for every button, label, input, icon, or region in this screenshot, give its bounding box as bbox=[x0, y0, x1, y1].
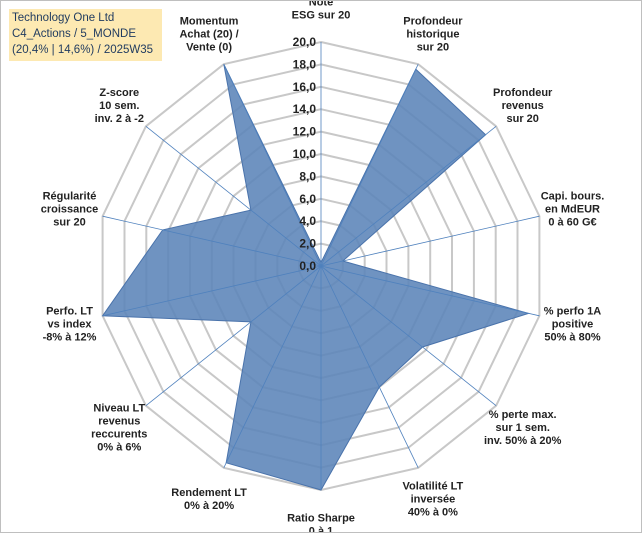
axis-label: Note ESG sur 20 bbox=[292, 1, 351, 22]
tick-label: 10,0 bbox=[293, 147, 317, 161]
axis-label: Momentum Achat (20) / Vente (0) bbox=[179, 16, 238, 54]
axis-spoke bbox=[102, 265, 322, 317]
axis-spoke bbox=[102, 215, 322, 267]
axis-spoke bbox=[145, 265, 322, 407]
tick-label: 12,0 bbox=[293, 125, 317, 139]
axis-label: Profondeur revenus sur 20 bbox=[493, 87, 553, 125]
tick-label: 14,0 bbox=[293, 102, 317, 116]
tick-label: 20,0 bbox=[293, 35, 317, 49]
title-line-1: Technology One Ltd bbox=[12, 12, 115, 24]
axis-label: Z-score 10 sem. inv. 2 à -2 bbox=[95, 87, 144, 125]
chart-title-box: Technology One Ltd C4_Actions / 5_MONDE … bbox=[9, 9, 162, 61]
axis-label: Ratio Sharpe 0 à 1 bbox=[287, 513, 355, 533]
axis-label: Capi. bours. en MdEUR 0 à 60 G€ bbox=[541, 191, 605, 229]
axis-label: % perte max. sur 1 sem. inv. 50% à 20% bbox=[484, 409, 562, 447]
axis-label: Niveau LT revenus reccurents 0% à 6% bbox=[91, 402, 147, 453]
axis-spoke bbox=[320, 215, 540, 267]
axis-spoke bbox=[320, 265, 540, 317]
axis-spoke bbox=[320, 64, 419, 267]
axis-spoke bbox=[223, 265, 322, 468]
axis-label: % perfo 1A positive 50% à 80% bbox=[544, 305, 602, 343]
tick-label: 4,0 bbox=[299, 214, 316, 228]
axis-spoke bbox=[223, 64, 322, 267]
axis-label: Rendement LT 0% à 20% bbox=[171, 487, 247, 512]
axis-spoke bbox=[145, 125, 322, 267]
axis-spoke bbox=[320, 265, 419, 468]
tick-label: 16,0 bbox=[293, 80, 317, 94]
axis-spoke bbox=[320, 265, 497, 407]
axis-label: Volatilité LT inversée 40% à 0% bbox=[403, 480, 464, 518]
tick-label: 0,0 bbox=[299, 259, 316, 273]
axis-label: Profondeur historique sur 20 bbox=[403, 16, 463, 54]
tick-label: 6,0 bbox=[299, 192, 316, 206]
title-line-2: C4_Actions / 5_MONDE bbox=[12, 28, 136, 40]
tick-label: 18,0 bbox=[293, 57, 317, 71]
tick-label: 2,0 bbox=[299, 237, 316, 251]
axis-spoke bbox=[320, 125, 497, 267]
axis-label: Perfo. LT vs index -8% à 12% bbox=[43, 305, 97, 343]
tick-label: 8,0 bbox=[299, 169, 316, 183]
title-line-3: (20,4% | 14,6%) / 2025W35 bbox=[12, 44, 154, 56]
axis-label: Régularité croissance sur 20 bbox=[41, 191, 98, 229]
